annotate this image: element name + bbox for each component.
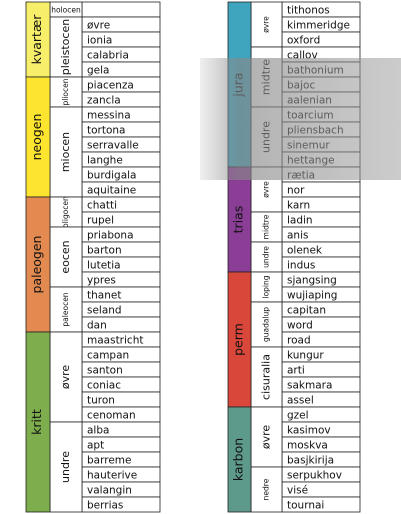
stage-label: kimmeridge [287, 20, 350, 32]
stage-label: barton [87, 245, 122, 257]
epoch-label: midtre [262, 214, 271, 239]
stage-label: tortona [87, 125, 126, 137]
stage-label: valangin [87, 485, 132, 497]
stage-label: basjkirija [287, 455, 334, 467]
stage-label: øvre [87, 20, 110, 32]
stage-label: tournai [287, 500, 324, 512]
epoch-label: miocen [59, 132, 72, 172]
epoch-cell [49, 16, 83, 78]
epoch-label: eocen [59, 240, 72, 273]
stage-label: word [287, 320, 313, 332]
epoch-cell [250, 346, 283, 408]
epoch-label: holocen [51, 6, 81, 15]
stage-label: capitan [287, 305, 326, 317]
stage-label: kungur [287, 350, 324, 362]
stage-label: moskva [287, 440, 328, 452]
epoch-cell [250, 1, 283, 48]
stage-label: chatti [87, 200, 117, 212]
highlight-band [200, 58, 401, 180]
stage-label: karn [287, 200, 310, 212]
stage-label: santon [87, 365, 123, 377]
epoch-cell [250, 406, 283, 468]
epoch-label: øvre [59, 365, 72, 390]
stage-label: maastricht [87, 335, 143, 347]
epoch-cell [250, 271, 283, 303]
stage-label: dan [87, 320, 107, 332]
epoch-label: paleocen [61, 292, 70, 326]
stage-cell [81, 1, 161, 18]
stage-label: visé [287, 485, 308, 497]
stage-label: berrias [87, 500, 123, 512]
epoch-cell [250, 466, 283, 513]
stage-label: assel [287, 395, 314, 407]
stage-label: kasimov [287, 425, 331, 437]
period-label: perm [231, 323, 246, 356]
period-cell [25, 331, 51, 513]
stage-label: priabona [87, 230, 134, 242]
stage-label: barreme [87, 455, 131, 467]
period-label: trias [231, 206, 246, 234]
stage-label: turon [87, 395, 115, 407]
stage-label: langhe [87, 155, 123, 167]
stage-label: anis [287, 230, 308, 242]
epoch-label: nedre [262, 478, 271, 500]
stage-label: indus [287, 260, 315, 272]
stage-label: gzel [287, 410, 309, 422]
stage-label: campan [87, 350, 129, 362]
stage-label: lutetia [87, 260, 121, 272]
epoch-label: pleistocen [59, 19, 72, 75]
stage-label: road [287, 335, 311, 347]
epoch-cell [250, 211, 283, 243]
stage-label: seland [87, 305, 122, 317]
period-label: kritt [29, 409, 44, 435]
period-cell [25, 76, 51, 198]
stage-label: zancla [87, 95, 121, 107]
stage-label: messina [87, 110, 131, 122]
stage-label: nor [287, 185, 305, 197]
period-label: kvartær [29, 14, 44, 65]
stage-label: tithonos [287, 5, 330, 17]
epoch-cell [49, 106, 83, 198]
stage-label: gela [87, 65, 109, 77]
epoch-label: loping [262, 275, 271, 298]
stage-label: cenoman [87, 410, 136, 422]
epoch-label: pliocen [61, 78, 70, 105]
epoch-label: øvre [260, 425, 273, 450]
stage-label: coniac [87, 380, 121, 392]
stage-label: thanet [87, 290, 121, 302]
epoch-cell [49, 421, 83, 513]
stage-label: alba [87, 425, 109, 437]
stage-label: serravalle [87, 140, 139, 152]
stage-label: calabria [87, 50, 129, 62]
period-cell [227, 406, 252, 513]
stage-label: arti [287, 365, 305, 377]
epoch-label: undre [59, 451, 72, 483]
period-label: neogen [29, 114, 44, 161]
epoch-label: cisuralia [260, 354, 273, 400]
epoch-label: guadalup [262, 307, 271, 342]
stage-label: sjangsing [287, 275, 337, 287]
stage-label: oxford [287, 35, 320, 47]
period-label: paleogen [29, 236, 44, 294]
stage-label: ionia [87, 35, 112, 47]
stage-label: rupel [87, 215, 114, 227]
epoch-label: øvre [262, 16, 271, 33]
epoch-label: undre [262, 246, 271, 268]
period-cell [25, 1, 51, 78]
stage-label: ypres [87, 275, 116, 287]
stage-label: burdigala [87, 170, 137, 182]
stage-label: olenek [287, 245, 323, 257]
stage-label: sakmara [287, 380, 332, 392]
stage-label: wujiaping [287, 290, 337, 302]
stage-label: ladin [287, 215, 313, 227]
stage-label: piacenza [87, 80, 134, 92]
period-label: karbon [231, 438, 246, 481]
stage-label: apt [87, 440, 104, 452]
stage-label: serpukhov [287, 470, 342, 482]
epoch-label: øvre [262, 181, 271, 198]
stage-label: hauterive [87, 470, 137, 482]
stage-label: aquitaine [87, 185, 136, 197]
epoch-label: oligocen [61, 196, 70, 228]
